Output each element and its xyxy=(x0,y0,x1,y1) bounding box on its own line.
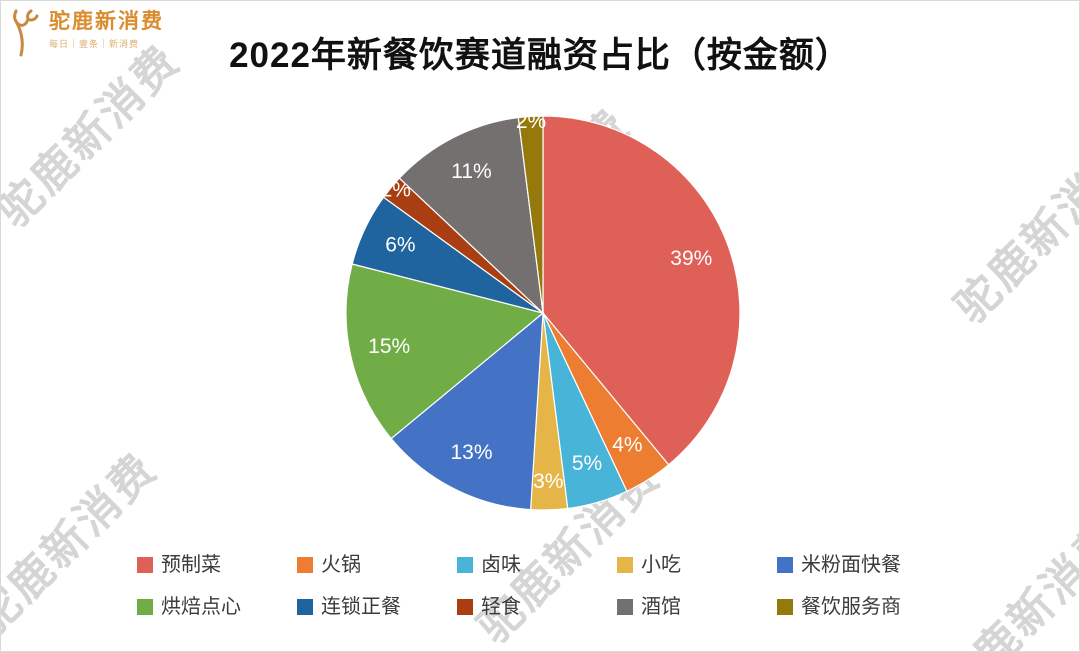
chart-legend: 预制菜 火锅 卤味 小吃 米粉面快餐烘焙点心 连锁正餐 轻食 酒馆 餐饮服务商 xyxy=(137,553,937,619)
legend-label: 轻食 xyxy=(481,596,521,618)
moose-antler-icon xyxy=(11,9,43,62)
legend-swatch xyxy=(137,557,153,573)
legend-item-预制菜: 预制菜 xyxy=(137,553,297,577)
legend-item-卤味: 卤味 xyxy=(457,553,617,577)
legend-swatch xyxy=(297,557,313,573)
legend-swatch xyxy=(777,557,793,573)
pie-slice-餐饮服务商 xyxy=(517,115,544,314)
slice-label-小吃: 3% xyxy=(533,470,563,493)
legend-swatch xyxy=(137,599,153,615)
brand-tagline: 每日｜壹条｜新消费 xyxy=(49,39,140,50)
slice-label-餐饮服务商: 2% xyxy=(516,110,546,133)
watermark-text: 驼鹿新消费 xyxy=(945,131,1080,333)
legend-label: 火锅 xyxy=(321,554,361,576)
legend-label: 酒馆 xyxy=(641,596,681,618)
slice-label-卤味: 5% xyxy=(572,452,602,475)
slice-label-预制菜: 39% xyxy=(670,247,712,270)
legend-label: 烘焙点心 xyxy=(161,596,241,618)
pie-slice-预制菜 xyxy=(542,115,741,466)
slice-label-火锅: 4% xyxy=(612,434,642,457)
legend-item-米粉面快餐: 米粉面快餐 xyxy=(777,553,937,577)
pie-slice-酒馆 xyxy=(398,116,544,315)
slice-label-米粉面快餐: 13% xyxy=(450,441,492,464)
brand-text-block: 驼鹿新消费 每日｜壹条｜新消费 xyxy=(49,9,164,50)
legend-item-火锅: 火锅 xyxy=(297,553,457,577)
slice-label-酒馆: 11% xyxy=(451,160,491,183)
legend-item-小吃: 小吃 xyxy=(617,553,777,577)
legend-item-烘焙点心: 烘焙点心 xyxy=(137,595,297,619)
legend-item-酒馆: 酒馆 xyxy=(617,595,777,619)
legend-item-连锁正餐: 连锁正餐 xyxy=(297,595,457,619)
legend-item-轻食: 轻食 xyxy=(457,595,617,619)
slice-label-烘焙点心: 15% xyxy=(368,335,410,358)
slice-label-连锁正餐: 6% xyxy=(385,233,415,256)
pie-slice-烘焙点心 xyxy=(345,263,545,440)
legend-swatch xyxy=(457,599,473,615)
legend-swatch xyxy=(617,557,633,573)
legend-label: 小吃 xyxy=(641,554,681,576)
chart-title: 2022年新餐饮赛道融资占比（按金额） xyxy=(229,36,851,75)
legend-swatch xyxy=(617,599,633,615)
pie-slice-米粉面快餐 xyxy=(390,311,544,511)
legend-swatch xyxy=(457,557,473,573)
pie-chart: 39% 4% 5% 3% 13% 15% 6% 2% 11% 2% xyxy=(345,110,741,511)
legend-label: 餐饮服务商 xyxy=(801,596,901,618)
legend-swatch xyxy=(777,599,793,615)
legend-label: 连锁正餐 xyxy=(321,596,401,618)
slice-label-轻食: 2% xyxy=(381,179,411,202)
brand-logo: 驼鹿新消费 每日｜壹条｜新消费 xyxy=(11,9,164,62)
brand-name: 驼鹿新消费 xyxy=(49,10,164,33)
legend-label: 卤味 xyxy=(481,554,521,576)
legend-swatch xyxy=(297,599,313,615)
watermark-text: 驼鹿新消费 xyxy=(931,511,1080,652)
legend-label: 预制菜 xyxy=(161,554,221,576)
legend-label: 米粉面快餐 xyxy=(801,554,901,576)
legend-item-餐饮服务商: 餐饮服务商 xyxy=(777,595,937,619)
